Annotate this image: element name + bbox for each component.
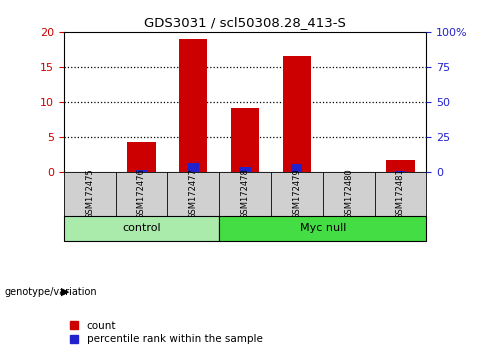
Text: genotype/variation: genotype/variation: [5, 287, 98, 297]
Text: GSM172480: GSM172480: [344, 169, 353, 219]
Bar: [283, 56, 311, 172]
Text: GSM172479: GSM172479: [293, 169, 301, 219]
Text: GSM172478: GSM172478: [241, 169, 249, 219]
Bar: [386, 160, 415, 172]
Bar: [136, 170, 147, 172]
Text: control: control: [122, 223, 161, 233]
Text: GSM172475: GSM172475: [85, 169, 94, 219]
Text: GSM172477: GSM172477: [189, 169, 197, 219]
Text: GSM172476: GSM172476: [137, 169, 146, 219]
Bar: [188, 162, 199, 172]
Title: GDS3031 / scl50308.28_413-S: GDS3031 / scl50308.28_413-S: [144, 16, 346, 29]
Bar: [219, 216, 426, 241]
Bar: [291, 164, 302, 172]
Bar: [231, 108, 259, 172]
Text: Myc null: Myc null: [299, 223, 346, 233]
Bar: [179, 39, 207, 172]
Bar: [127, 142, 156, 172]
Bar: [64, 216, 219, 241]
Text: ▶: ▶: [61, 287, 70, 297]
Legend: count, percentile rank within the sample: count, percentile rank within the sample: [69, 320, 264, 345]
Text: GSM172481: GSM172481: [396, 169, 405, 219]
Bar: [239, 167, 251, 172]
Bar: [395, 171, 406, 172]
